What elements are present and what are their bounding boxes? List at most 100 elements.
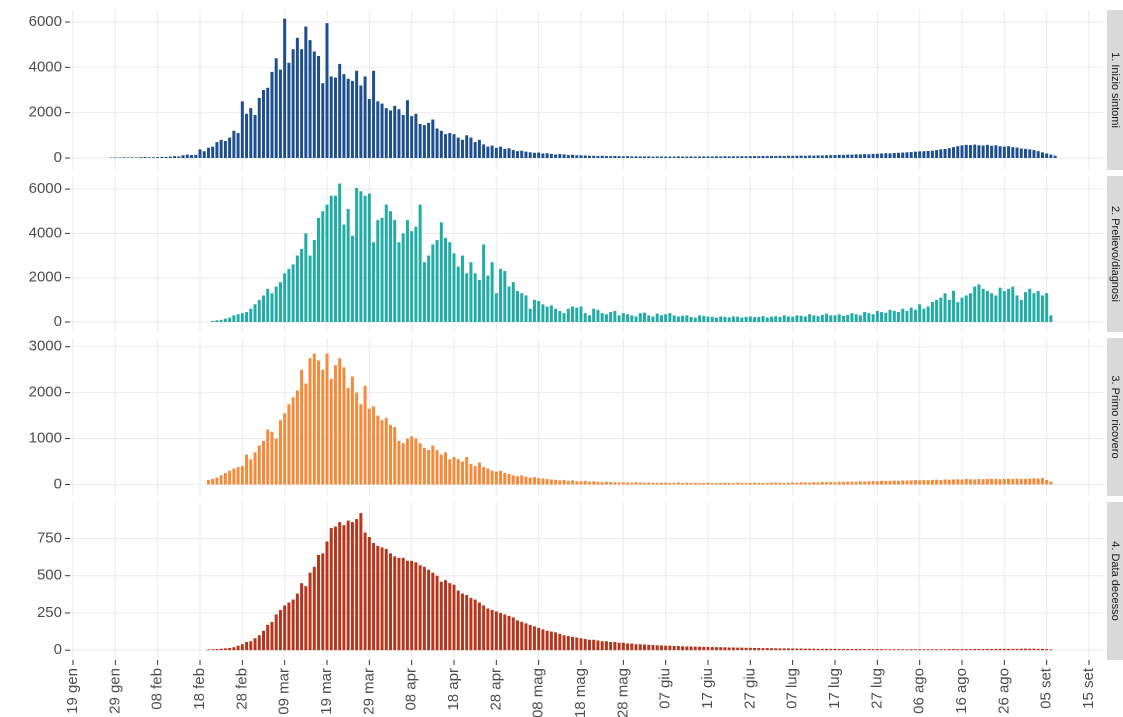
bar bbox=[499, 612, 503, 651]
bar bbox=[325, 23, 329, 158]
bar bbox=[270, 293, 274, 323]
bar bbox=[1019, 648, 1023, 651]
bar bbox=[541, 153, 545, 158]
bar bbox=[990, 478, 994, 485]
bar bbox=[566, 480, 570, 485]
bar bbox=[757, 156, 761, 158]
bar bbox=[952, 147, 956, 158]
bar bbox=[503, 614, 507, 651]
bar bbox=[689, 482, 693, 485]
bar bbox=[410, 560, 414, 651]
bar bbox=[232, 315, 236, 323]
bar bbox=[151, 157, 155, 158]
bar bbox=[875, 481, 879, 485]
bar bbox=[964, 649, 968, 651]
bar bbox=[460, 593, 464, 651]
bar bbox=[206, 479, 210, 485]
bar bbox=[367, 536, 371, 651]
bar bbox=[837, 314, 841, 323]
bar bbox=[981, 145, 985, 158]
bar bbox=[490, 609, 494, 651]
bar bbox=[1032, 293, 1036, 323]
bar bbox=[676, 646, 680, 651]
bar bbox=[613, 310, 617, 323]
bar bbox=[693, 646, 697, 651]
bar bbox=[477, 602, 481, 651]
bar bbox=[600, 155, 604, 158]
bar bbox=[1019, 148, 1023, 158]
bar bbox=[702, 646, 706, 651]
bar bbox=[545, 306, 549, 323]
bar bbox=[228, 470, 232, 485]
x-tick-label: 16 ago bbox=[953, 668, 970, 714]
bar bbox=[579, 638, 583, 651]
bar bbox=[439, 454, 443, 485]
bar bbox=[888, 153, 892, 158]
bar bbox=[774, 482, 778, 485]
bar bbox=[719, 316, 723, 323]
bar bbox=[685, 315, 689, 323]
bar bbox=[841, 315, 845, 323]
bar bbox=[228, 137, 232, 158]
bar bbox=[503, 271, 507, 323]
bar bbox=[270, 71, 274, 158]
bar bbox=[566, 155, 570, 158]
bar bbox=[786, 155, 790, 158]
bar bbox=[1036, 478, 1040, 485]
bar bbox=[829, 481, 833, 485]
bar bbox=[668, 313, 672, 323]
bar bbox=[685, 156, 689, 158]
bar bbox=[308, 40, 312, 158]
bar bbox=[698, 646, 702, 651]
bar bbox=[520, 150, 524, 158]
bar bbox=[393, 105, 397, 158]
bar bbox=[456, 590, 460, 651]
x-tick-label: 18 mag bbox=[572, 668, 589, 717]
bar bbox=[668, 482, 672, 485]
bar bbox=[659, 482, 663, 485]
bar bbox=[930, 150, 934, 158]
bar bbox=[473, 599, 477, 651]
bar bbox=[960, 145, 964, 158]
bar bbox=[363, 195, 367, 323]
bar bbox=[405, 220, 409, 323]
bar bbox=[770, 155, 773, 158]
y-tick-label: 4000 bbox=[29, 224, 62, 241]
bar bbox=[287, 404, 291, 485]
bar bbox=[998, 146, 1002, 158]
bar bbox=[262, 440, 265, 485]
bar bbox=[973, 144, 977, 158]
bar bbox=[710, 482, 714, 485]
bar bbox=[566, 636, 570, 651]
bar bbox=[367, 193, 371, 323]
bar bbox=[816, 316, 820, 323]
bar bbox=[262, 90, 265, 158]
bar bbox=[909, 649, 913, 651]
bar bbox=[968, 649, 972, 651]
bar bbox=[486, 275, 490, 323]
bar bbox=[981, 288, 985, 323]
bar bbox=[321, 369, 325, 485]
bar bbox=[664, 314, 668, 323]
bar bbox=[1024, 479, 1027, 485]
bar bbox=[1049, 315, 1053, 323]
bar bbox=[947, 479, 951, 485]
bar bbox=[977, 284, 981, 323]
bar bbox=[871, 481, 875, 485]
x-tick-label: 26 ago bbox=[995, 668, 1012, 714]
bar bbox=[1007, 478, 1011, 485]
bar bbox=[418, 123, 422, 158]
bar bbox=[723, 156, 727, 158]
bar bbox=[795, 155, 799, 158]
bar bbox=[905, 310, 909, 323]
bar bbox=[626, 482, 630, 485]
bar bbox=[998, 479, 1002, 485]
bar bbox=[545, 630, 549, 651]
bar bbox=[219, 475, 223, 485]
bar bbox=[579, 481, 583, 485]
bar bbox=[803, 482, 807, 485]
bar bbox=[452, 584, 456, 651]
bar bbox=[274, 286, 278, 323]
bar bbox=[173, 156, 177, 158]
bar bbox=[761, 648, 765, 651]
